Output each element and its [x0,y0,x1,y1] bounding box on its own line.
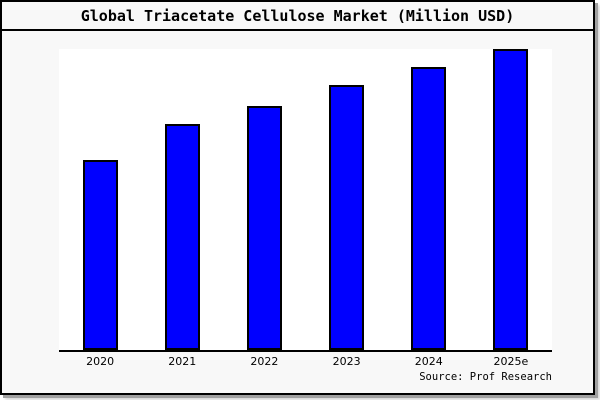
x-tick-2024: 2024 [414,355,443,368]
chart-title-band: Global Triacetate Cellulose Market (Mill… [2,2,593,31]
bar-2025e [493,49,529,350]
x-tick-2021: 2021 [168,355,197,368]
x-tick-2025e: 2025e [493,355,529,368]
x-tick-2022: 2022 [250,355,279,368]
x-tick-2023: 2023 [332,355,361,368]
plot-area [59,49,552,352]
bar-2024 [411,67,447,350]
x-tick-2020: 2020 [86,355,115,368]
x-axis-labels: 2020 2021 2022 2023 2024 2025e [59,355,552,370]
bar-2022 [246,106,282,350]
bar-2023 [329,85,365,350]
bar-2020 [82,160,118,350]
chart-title: Global Triacetate Cellulose Market (Mill… [80,6,515,25]
source-note: Source: Prof Research [419,371,552,383]
bar-2021 [164,124,200,350]
chart-card: Global Triacetate Cellulose Market (Mill… [0,0,595,395]
